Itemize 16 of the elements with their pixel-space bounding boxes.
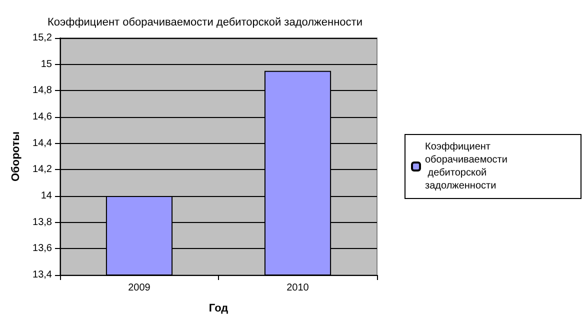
- x-axis-title: Год: [208, 302, 228, 314]
- y-tick-label: 13,8: [32, 216, 52, 228]
- y-tick-label: 14,6: [32, 112, 52, 122]
- y-tick-label: 15,2: [32, 32, 52, 44]
- x-tick-label: 2009: [128, 282, 151, 294]
- y-tick-label: 14,4: [32, 138, 52, 149]
- x-tick-label: 2010: [286, 282, 310, 294]
- y-tick-label: 14,2: [32, 164, 52, 176]
- legend-label: Коэффициент оборачиваемости дебиторской задолженности: [425, 142, 508, 192]
- y-tick-label: 14: [40, 190, 52, 202]
- y-tick-label: 13,6: [32, 243, 52, 254]
- y-tick-label: 14,8: [32, 85, 52, 96]
- chart-title: Коэффициент оборачиваемости дебиторской задолженности: [48, 16, 362, 28]
- y-tick-label: 13,4: [32, 270, 52, 280]
- y-axis-title: Обороты: [10, 131, 22, 182]
- y-tick-label: 15: [40, 58, 52, 70]
